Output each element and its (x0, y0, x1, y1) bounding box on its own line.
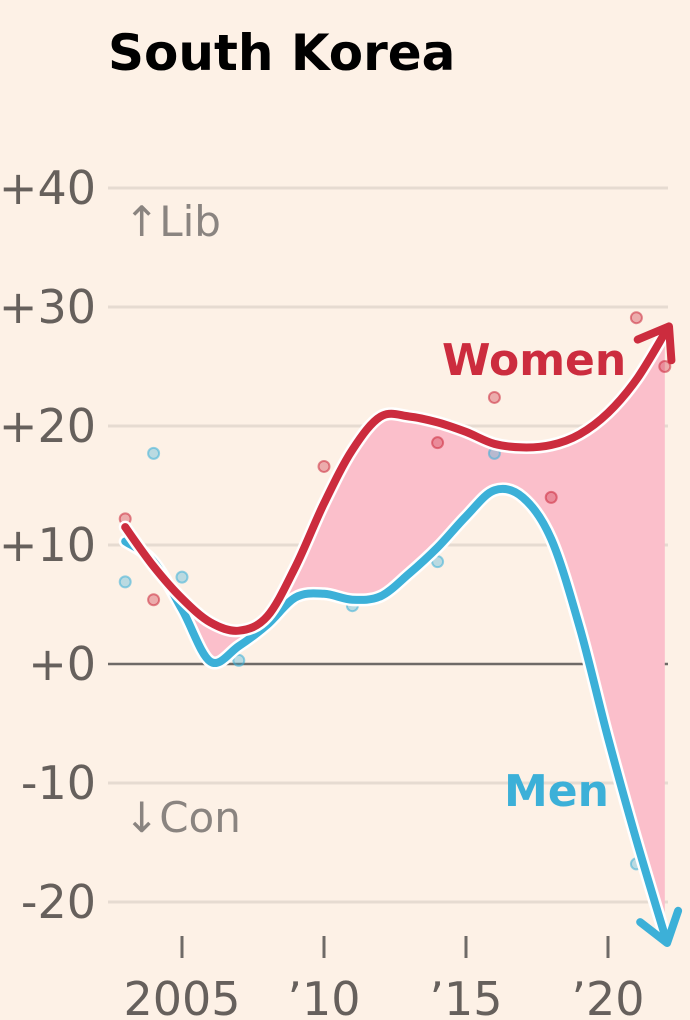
x-tick-label: ’10 (287, 972, 360, 1020)
x-tick-label: ’15 (429, 972, 502, 1020)
chart-title: South Korea (108, 24, 455, 82)
women-arrowhead (633, 322, 676, 365)
x-tick-label: 2005 (123, 972, 240, 1020)
men-series-label: Men (504, 766, 609, 817)
men-data-point (147, 446, 161, 460)
women-series-label: Women (442, 335, 626, 386)
women-data-point (544, 490, 558, 504)
y-tick-label: +20 (0, 399, 96, 453)
y-tick-label: +10 (0, 518, 96, 572)
men-data-point (232, 653, 246, 667)
men-data-point (175, 570, 189, 584)
gender-gap-area (125, 333, 665, 936)
lines-layer (118, 322, 683, 947)
y-tick-label: +0 (28, 637, 96, 691)
women-data-point (317, 459, 331, 473)
women-line (121, 329, 669, 635)
y-tick-label: +40 (0, 161, 96, 215)
men-arrowhead (636, 906, 683, 947)
gap-fill-layer (125, 333, 665, 936)
liberal-direction-label: ↑Lib (124, 197, 221, 246)
y-tick-label: -10 (21, 756, 96, 810)
women-data-point (629, 311, 643, 325)
women-data-point (431, 436, 445, 450)
y-tick-label: +30 (0, 280, 96, 334)
women-data-point (658, 360, 672, 373)
women-data-point (487, 390, 501, 404)
women-data-point (147, 593, 161, 607)
y-tick-label: -20 (21, 875, 96, 929)
conservative-direction-label: ↓Con (124, 793, 241, 842)
x-tick-label: ’20 (571, 972, 644, 1020)
labels-layer: ↑Lib ↓Con Women Men (124, 197, 626, 842)
men-line (121, 484, 669, 940)
men-data-point (118, 575, 132, 589)
